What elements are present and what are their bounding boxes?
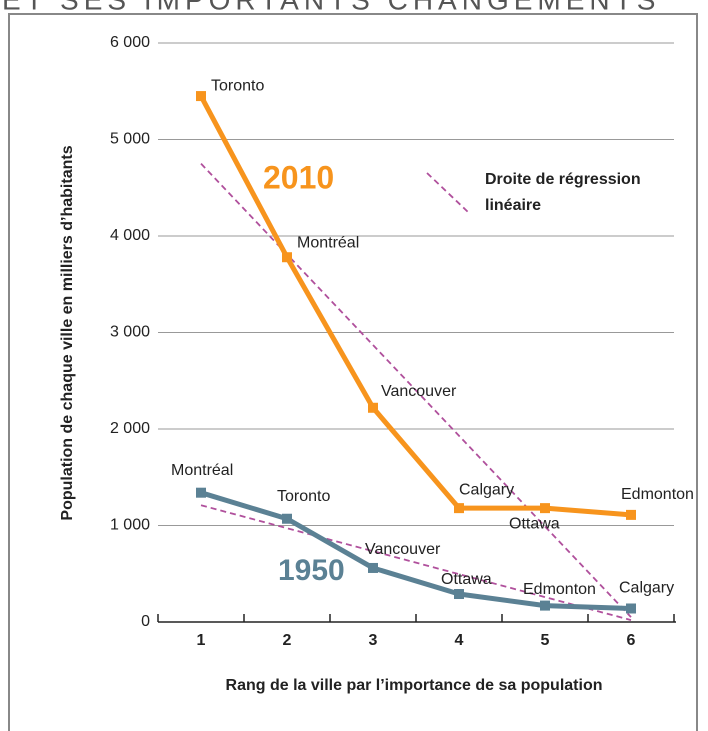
regression-line <box>200 504 632 621</box>
data-point <box>282 513 292 524</box>
x-tick-label: 3 <box>369 632 378 649</box>
point-label: Toronto <box>277 488 330 505</box>
point-label: Edmonton <box>621 486 694 503</box>
x-tick-label: 2 <box>283 632 292 649</box>
data-point <box>196 487 206 498</box>
point-label: Vancouver <box>365 541 441 558</box>
data-point <box>454 503 464 514</box>
regression-label: Droite de régression <box>485 171 641 188</box>
point-label: Calgary <box>459 481 514 498</box>
x-tick-label: 4 <box>455 632 464 649</box>
data-point <box>368 562 378 573</box>
regression-label: linéaire <box>485 197 541 214</box>
data-point <box>626 509 636 520</box>
data-point <box>196 91 206 102</box>
x-axis-label: Rang de la ville par l’importance de sa … <box>226 677 603 694</box>
point-label: Montréal <box>171 462 233 479</box>
series-line <box>200 490 632 611</box>
point-label: Vancouver <box>381 383 457 400</box>
y-tick-label: 5 000 <box>110 131 150 148</box>
y-tick-label: 0 <box>141 613 150 630</box>
series-name: 2010 <box>263 159 334 195</box>
point-label: Calgary <box>619 580 674 597</box>
regression-line <box>200 163 632 618</box>
data-point <box>368 402 378 413</box>
x-tick-label: 5 <box>541 632 550 649</box>
data-point <box>626 603 636 614</box>
point-label: Ottawa <box>441 571 492 588</box>
series-line <box>198 94 632 518</box>
point-label: Edmonton <box>523 581 596 598</box>
point-label: Ottawa <box>509 515 560 532</box>
series-name: 1950 <box>278 554 345 587</box>
data-point <box>540 503 550 514</box>
data-point <box>454 589 464 600</box>
y-tick-label: 2 000 <box>110 420 150 437</box>
x-tick-label: 1 <box>197 632 206 649</box>
x-tick-label: 6 <box>627 632 636 649</box>
y-axis-label: Population de chaque ville en milliers d… <box>59 145 76 520</box>
y-tick-label: 3 000 <box>110 324 150 341</box>
point-label: Toronto <box>211 77 264 94</box>
chart-title: ET SES IMPORTANTS CHANGEMENTS <box>2 0 660 15</box>
frame <box>8 13 698 731</box>
y-tick-label: 6 000 <box>110 34 150 51</box>
y-tick-label: 1 000 <box>110 517 150 534</box>
data-point <box>282 252 292 263</box>
data-point <box>540 600 550 611</box>
y-tick-label: 4 000 <box>110 227 150 244</box>
point-label: Montréal <box>297 234 359 251</box>
